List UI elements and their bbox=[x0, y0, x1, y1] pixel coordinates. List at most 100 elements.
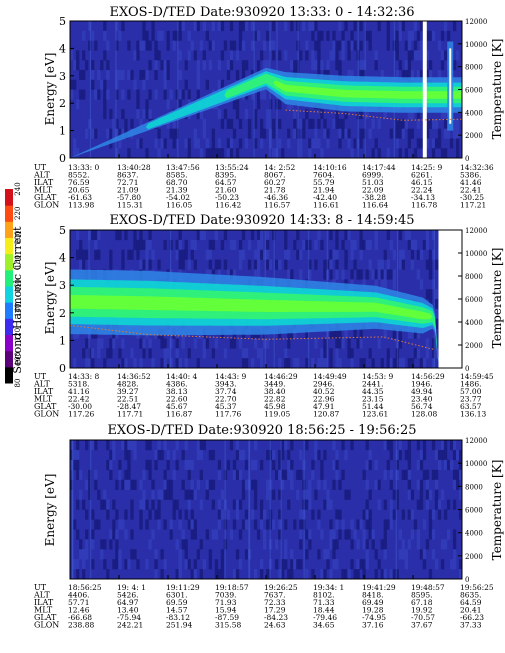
noise-cell bbox=[434, 559, 439, 570]
noise-cell bbox=[85, 358, 89, 369]
noise-cell bbox=[455, 118, 460, 129]
noise-cell bbox=[413, 148, 418, 159]
noise-cell bbox=[293, 109, 297, 120]
noise-cell bbox=[88, 348, 92, 359]
noise-cell bbox=[398, 230, 402, 241]
noise-cell bbox=[455, 138, 460, 149]
noise-cell bbox=[94, 479, 98, 490]
noise-cell bbox=[290, 60, 294, 71]
ephemeris-value: 7039. bbox=[215, 591, 236, 600]
noise-cell bbox=[196, 449, 200, 461]
colorbar-tick-label: 140 bbox=[14, 304, 22, 317]
noise-cell bbox=[359, 138, 363, 149]
noise-cell bbox=[184, 509, 188, 520]
ephemeris-value: 22.09 bbox=[362, 186, 384, 195]
noise-cell bbox=[82, 50, 86, 61]
noise-cell bbox=[94, 89, 98, 100]
noise-cell bbox=[407, 60, 412, 71]
noise-cell bbox=[172, 499, 176, 510]
noise-cell bbox=[91, 79, 95, 90]
ephemeris-value: 8637. bbox=[117, 171, 138, 180]
noise-cell bbox=[398, 338, 402, 349]
noise-cell bbox=[97, 348, 101, 359]
noise-cell bbox=[284, 348, 288, 359]
noise-cell bbox=[281, 569, 285, 580]
noise-cell bbox=[253, 109, 258, 120]
noise-cell bbox=[208, 559, 213, 570]
noise-cell bbox=[284, 549, 288, 560]
noise-cell bbox=[88, 21, 92, 32]
ephemeris-value: 19.28 bbox=[362, 606, 384, 615]
noise-cell bbox=[82, 559, 86, 570]
noise-cell bbox=[350, 519, 354, 530]
colorbar-segment bbox=[5, 302, 13, 319]
noise-cell bbox=[238, 499, 243, 510]
noise-cell bbox=[335, 60, 339, 71]
noise-cell bbox=[326, 549, 330, 560]
noise-cell bbox=[335, 328, 339, 339]
noise-cell bbox=[404, 40, 409, 51]
noise-cell bbox=[148, 89, 152, 100]
noise-cell bbox=[425, 50, 430, 61]
noise-cell bbox=[377, 559, 381, 570]
noise-cell bbox=[154, 50, 158, 61]
noise-cell bbox=[410, 128, 415, 139]
noise-cell bbox=[127, 479, 131, 490]
noise-cell bbox=[235, 449, 240, 461]
ephemeris-row-label: GLAT bbox=[34, 193, 57, 202]
noise-cell bbox=[235, 469, 240, 481]
noise-cell bbox=[320, 109, 324, 120]
noise-cell bbox=[425, 499, 430, 510]
noise-cell bbox=[368, 459, 372, 471]
ephemeris-value: 64.57 bbox=[215, 178, 237, 187]
noise-cell bbox=[368, 449, 372, 461]
ephemeris-value: 2946. bbox=[313, 380, 334, 389]
noise-cell bbox=[374, 50, 378, 61]
noise-cell bbox=[419, 279, 424, 290]
ephemeris-value: 21.78 bbox=[264, 186, 286, 195]
ephemeris-row-label: GLON bbox=[34, 410, 59, 419]
ephemeris-value: 117.71 bbox=[117, 410, 143, 419]
noise-cell bbox=[163, 348, 167, 359]
noise-cell bbox=[380, 69, 384, 81]
noise-cell bbox=[235, 549, 240, 560]
noise-cell bbox=[368, 30, 372, 41]
noise-cell bbox=[305, 529, 309, 540]
noise-cell bbox=[229, 60, 234, 71]
noise-cell bbox=[151, 249, 155, 260]
noise-cell bbox=[293, 559, 297, 570]
noise-cell bbox=[187, 30, 191, 41]
noise-cell bbox=[449, 138, 454, 149]
noise-cell bbox=[266, 30, 270, 41]
noise-cell bbox=[335, 358, 339, 369]
noise-cell bbox=[404, 148, 409, 159]
noise-cell bbox=[311, 509, 315, 520]
ephemeris-value: 8067. bbox=[264, 171, 285, 180]
ephemeris-value: 13:47:56 bbox=[166, 163, 200, 172]
noise-streak bbox=[71, 440, 74, 579]
noise-cell bbox=[446, 499, 451, 510]
noise-cell bbox=[250, 459, 255, 471]
colorbar-tick-label: 180 bbox=[14, 255, 22, 268]
noise-cell bbox=[226, 509, 231, 520]
noise-cell bbox=[253, 259, 258, 270]
noise-cell bbox=[455, 128, 460, 139]
noise-cell bbox=[145, 30, 149, 41]
noise-cell bbox=[97, 89, 101, 100]
noise-cell bbox=[241, 348, 246, 359]
ephemeris-value: 22.96 bbox=[313, 395, 335, 404]
noise-cell bbox=[211, 479, 216, 490]
noise-cell bbox=[290, 559, 294, 570]
noise-cell bbox=[395, 30, 399, 41]
y-tick-label: 4 bbox=[59, 42, 66, 55]
noise-cell bbox=[443, 50, 448, 61]
noise-cell bbox=[199, 449, 203, 461]
noise-cell bbox=[259, 249, 264, 260]
noise-cell bbox=[410, 259, 415, 270]
noise-cell bbox=[425, 348, 430, 359]
noise-cell bbox=[401, 509, 406, 520]
ephemeris-value: 60.27 bbox=[264, 178, 286, 187]
noise-cell bbox=[262, 40, 267, 51]
ephemeris-row-label: UT bbox=[34, 163, 47, 172]
